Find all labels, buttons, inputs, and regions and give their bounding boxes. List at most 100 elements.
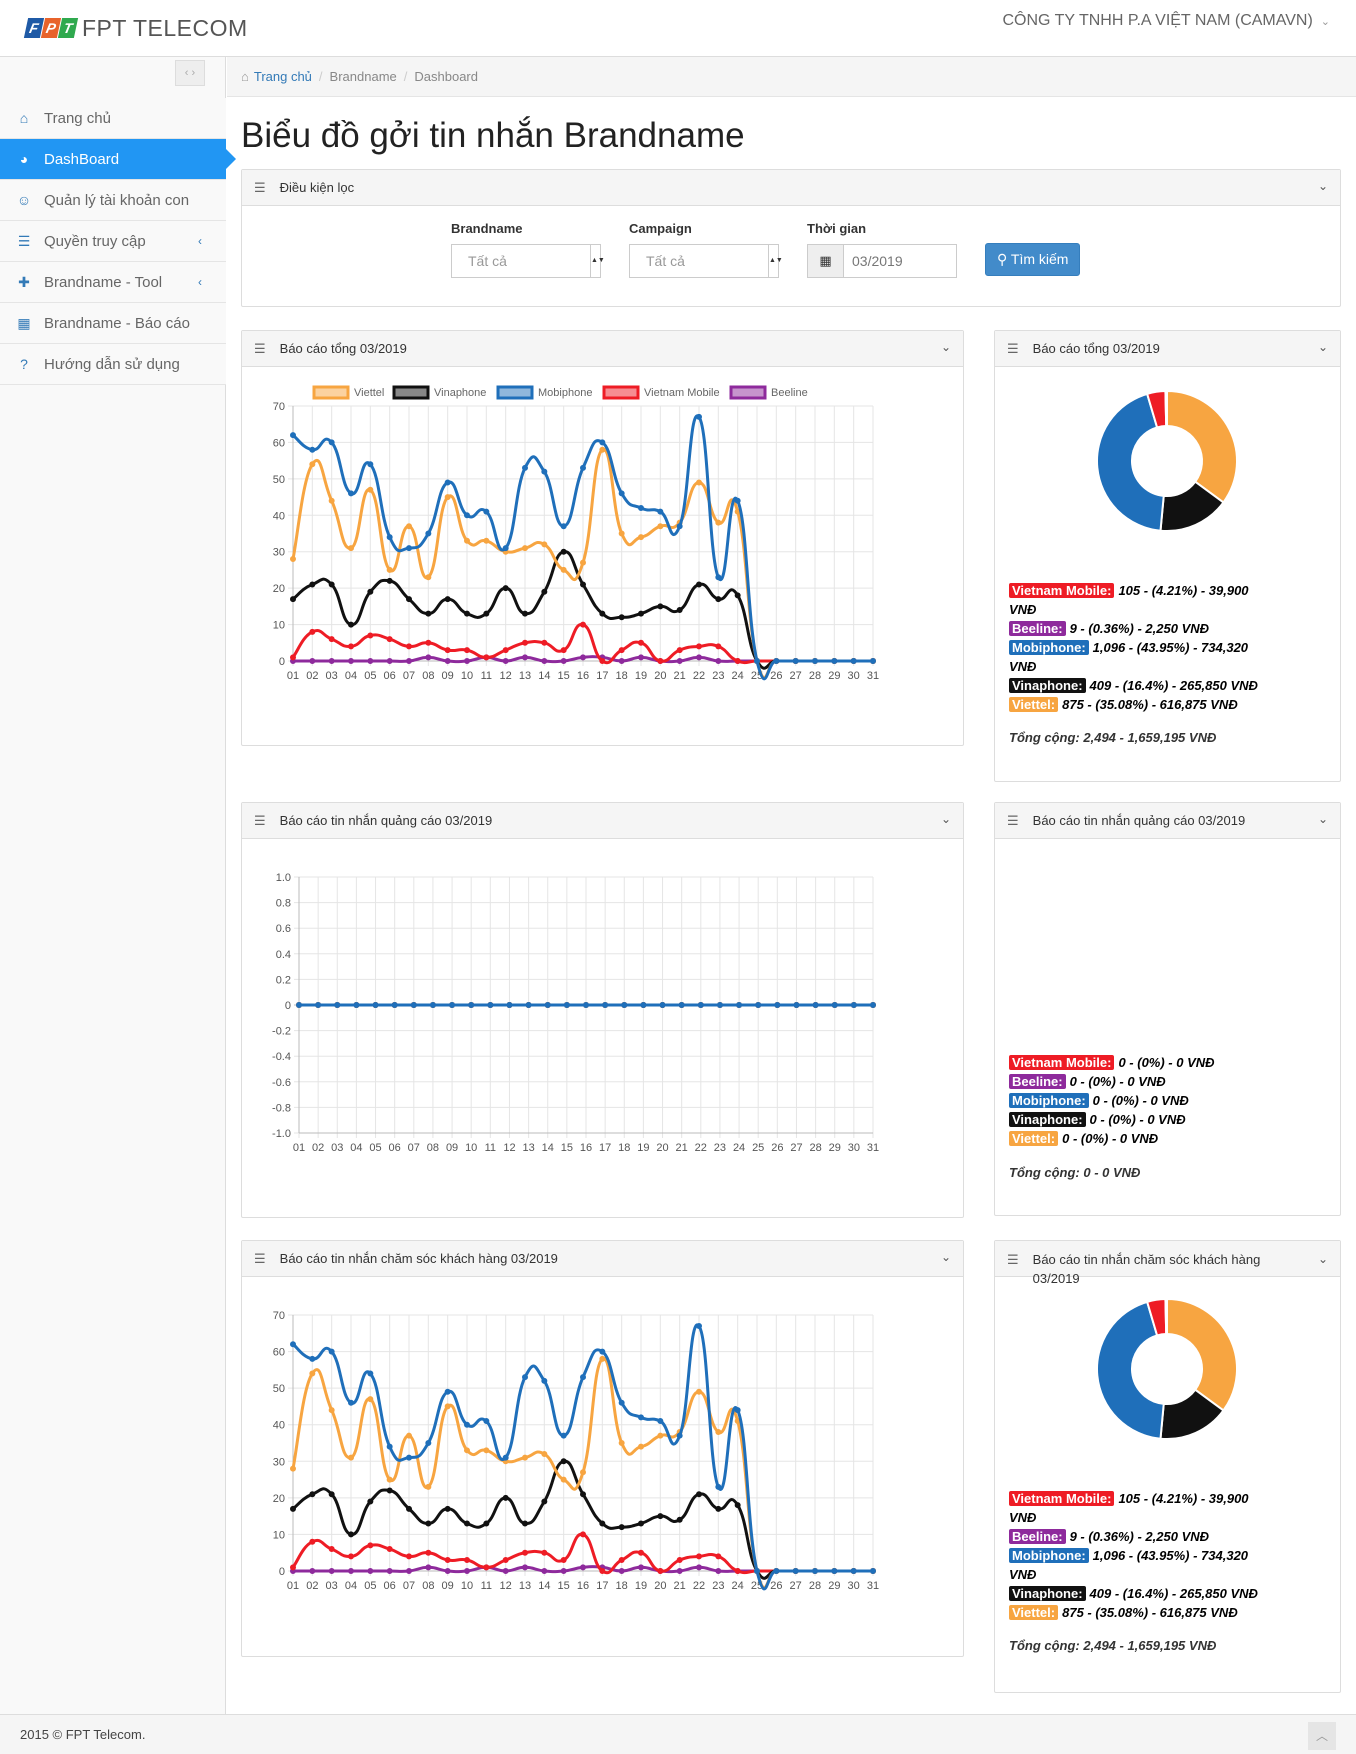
breadcrumb-home[interactable]: Trang chủ	[253, 69, 312, 84]
data-point[interactable]	[541, 468, 548, 475]
data-point[interactable]	[522, 639, 528, 646]
data-point[interactable]	[715, 574, 722, 581]
data-point[interactable]	[328, 1546, 335, 1553]
data-point[interactable]	[367, 1542, 374, 1549]
data-point[interactable]	[522, 1374, 528, 1381]
data-point[interactable]	[754, 1568, 760, 1574]
chevron-down-icon[interactable]: ⌄	[1317, 179, 1328, 193]
data-point[interactable]	[290, 432, 296, 439]
data-point[interactable]	[367, 658, 374, 664]
data-point[interactable]	[522, 464, 528, 471]
data-point[interactable]	[696, 643, 702, 650]
data-point[interactable]	[429, 1002, 436, 1008]
pie-slice-mobiphone[interactable]	[1096, 392, 1165, 532]
data-point[interactable]	[659, 1002, 666, 1008]
data-point[interactable]	[870, 658, 876, 664]
data-point[interactable]	[870, 1002, 876, 1008]
data-point[interactable]	[638, 610, 644, 617]
data-point[interactable]	[464, 658, 470, 664]
data-point[interactable]	[367, 461, 374, 468]
data-point[interactable]	[328, 1407, 335, 1414]
data-point[interactable]	[676, 1568, 683, 1574]
data-point[interactable]	[483, 537, 490, 544]
data-point[interactable]	[464, 610, 470, 617]
chevron-down-icon[interactable]: ⌄	[1317, 1252, 1328, 1266]
data-point[interactable]	[676, 523, 683, 530]
data-point[interactable]	[290, 556, 296, 562]
pie-slice-beeline[interactable]	[1164, 389, 1168, 428]
data-point[interactable]	[734, 658, 741, 664]
data-point[interactable]	[541, 1568, 548, 1574]
data-point[interactable]	[696, 1491, 702, 1498]
data-point[interactable]	[315, 1002, 322, 1008]
data-point[interactable]	[599, 439, 606, 446]
legend-item[interactable]: Mobiphone	[496, 385, 592, 400]
data-point[interactable]	[444, 494, 451, 501]
data-point[interactable]	[444, 658, 451, 664]
data-point[interactable]	[560, 566, 567, 573]
data-point[interactable]	[560, 658, 567, 664]
data-point[interactable]	[406, 1454, 412, 1461]
legend-item[interactable]: Viettel	[312, 385, 384, 400]
data-point[interactable]	[618, 530, 625, 537]
filter-panel-header[interactable]: ☰ Điều kiện lọc ⌄	[242, 170, 1340, 206]
data-point[interactable]	[580, 1469, 586, 1476]
data-point[interactable]	[638, 639, 644, 646]
data-point[interactable]	[406, 1568, 412, 1574]
data-point[interactable]	[774, 1002, 781, 1008]
data-point[interactable]	[560, 647, 567, 654]
data-point[interactable]	[544, 1002, 551, 1008]
sidebar-item-dashboard[interactable]: ◕ DashBoard	[0, 139, 236, 180]
data-point[interactable]	[367, 1568, 374, 1574]
data-point[interactable]	[870, 1568, 876, 1574]
data-point[interactable]	[599, 610, 606, 617]
data-point[interactable]	[831, 1568, 838, 1574]
data-point[interactable]	[734, 592, 741, 599]
data-point[interactable]	[328, 658, 335, 664]
data-point[interactable]	[406, 523, 412, 530]
data-point[interactable]	[483, 610, 490, 617]
data-point[interactable]	[483, 1418, 490, 1425]
data-point[interactable]	[541, 1450, 548, 1457]
data-point[interactable]	[715, 1483, 722, 1490]
data-point[interactable]	[444, 1403, 451, 1410]
data-point[interactable]	[522, 1549, 528, 1556]
data-point[interactable]	[850, 658, 857, 664]
data-point[interactable]	[309, 658, 316, 664]
data-point[interactable]	[309, 1355, 316, 1362]
data-point[interactable]	[580, 1491, 586, 1498]
campaign-select[interactable]: Tất cả ▲▼	[629, 244, 783, 278]
sidebar-item-brandname-tool[interactable]: ✚ Brandname - Tool ‹	[0, 262, 226, 303]
data-point[interactable]	[696, 1388, 702, 1395]
data-point[interactable]	[657, 1432, 664, 1439]
data-point[interactable]	[522, 1454, 528, 1461]
data-point[interactable]	[444, 596, 451, 603]
data-point[interactable]	[425, 654, 432, 661]
data-point[interactable]	[599, 446, 606, 453]
panel-header[interactable]: ☰ Báo cáo tin nhắn quảng cáo 03/2019 ⌄	[242, 803, 963, 839]
data-point[interactable]	[309, 1491, 316, 1498]
data-point[interactable]	[599, 1568, 606, 1574]
data-point[interactable]	[696, 654, 702, 661]
data-point[interactable]	[560, 1557, 567, 1564]
data-point[interactable]	[541, 639, 548, 646]
data-point[interactable]	[599, 1520, 606, 1527]
data-point[interactable]	[348, 1531, 354, 1538]
data-point[interactable]	[444, 1505, 451, 1512]
data-point[interactable]	[676, 1516, 683, 1523]
data-point[interactable]	[754, 658, 760, 664]
chevron-down-icon[interactable]: ⌄	[1317, 812, 1328, 826]
data-point[interactable]	[792, 658, 799, 664]
data-point[interactable]	[618, 1399, 625, 1406]
data-point[interactable]	[464, 1568, 470, 1574]
data-point[interactable]	[560, 1458, 567, 1465]
data-point[interactable]	[502, 1568, 509, 1574]
data-point[interactable]	[640, 1002, 647, 1008]
data-point[interactable]	[583, 1002, 589, 1008]
data-point[interactable]	[736, 1002, 743, 1008]
data-point[interactable]	[309, 1568, 316, 1574]
data-point[interactable]	[444, 479, 451, 486]
data-point[interactable]	[386, 658, 393, 664]
data-point[interactable]	[483, 508, 490, 515]
data-point[interactable]	[618, 614, 625, 621]
